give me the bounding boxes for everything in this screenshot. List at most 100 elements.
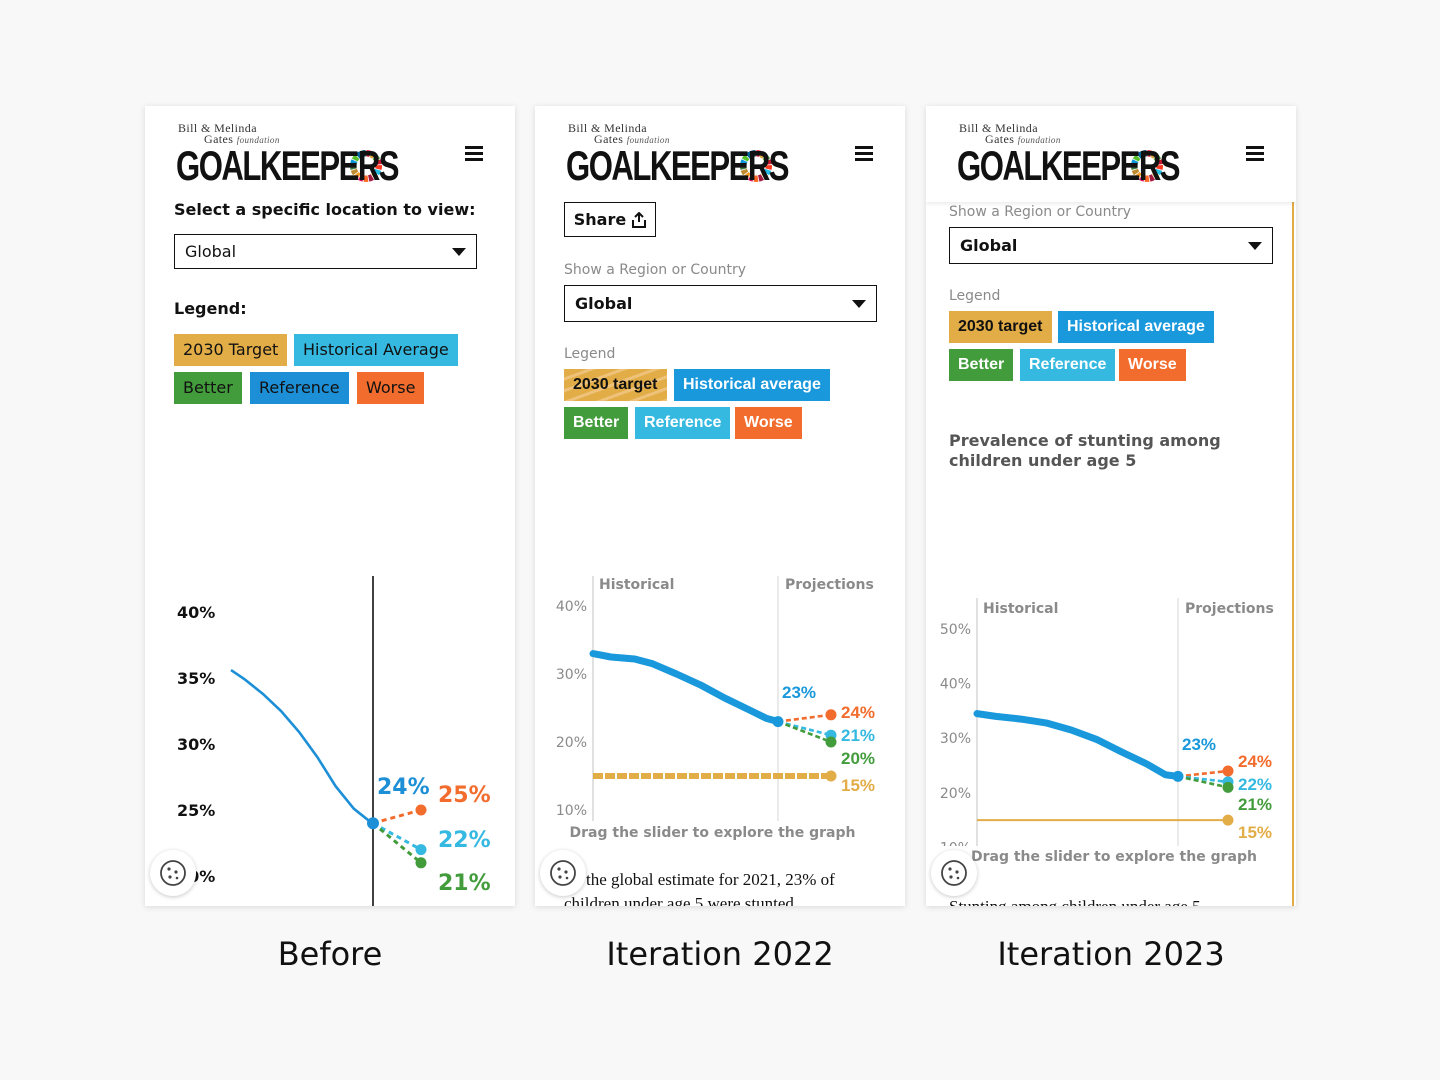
sdg-segment [747, 174, 754, 182]
better-projection-point [1222, 781, 1234, 793]
caption-iteration-2023: Iteration 2023 [997, 935, 1225, 973]
worse-value-label: 24% [1238, 752, 1272, 771]
sdg-segment [1150, 151, 1158, 159]
sdg-segment [1147, 150, 1153, 158]
sdg-segment [1131, 165, 1138, 170]
foundation-logo: Bill & Melinda Gates foundation [178, 121, 280, 146]
worse-projection-line [777, 713, 832, 723]
sdg-segment [1149, 174, 1156, 182]
target-value-label: 15% [841, 776, 875, 795]
better-projection-point [825, 736, 837, 748]
drag-hint: Drag the slider to explore the graph [971, 849, 1257, 865]
sdg-segment [1138, 174, 1145, 182]
better-value-label: 21% [438, 871, 491, 896]
sdg-segment [375, 165, 382, 170]
y-tick-label: 20% [556, 735, 587, 751]
y-tick-label: 35% [177, 669, 215, 688]
sdg-segment [350, 165, 357, 170]
target-point [825, 770, 837, 782]
goalkeepers-logo[interactable]: GOALKEEPERS [957, 142, 1181, 189]
y-tick-label: 10% [940, 840, 971, 846]
sdg-segment [363, 175, 369, 182]
stunting-chart-before: 40%35%30%25%20%15%24%25%22%21%15% [177, 576, 491, 906]
sdg-wheel-icon [740, 150, 772, 182]
historical-line [589, 650, 782, 726]
goalkeepers-logo[interactable]: GOALKEEPERS [176, 142, 400, 189]
chart-title: Prevalence of stunting among children un… [949, 431, 1221, 470]
legend-reference: Reference [635, 407, 731, 439]
body-paragraph: the global estimate for 2021, 23% of chi… [564, 870, 835, 906]
sdg-segment [350, 168, 359, 176]
stunting-chart-2023[interactable]: HistoricalProjections50%40%30%20%10%0%23… [926, 486, 1296, 846]
sdg-segment [1134, 171, 1142, 180]
iteration-2023-panel: Bill & Melinda Gates foundation GOALKEEP… [926, 106, 1296, 906]
stunting-chart-2022[interactable]: HistoricalProjections40%30%20%10%0%23%24… [535, 461, 905, 821]
worse-value-label: 25% [438, 783, 491, 808]
content-frame [926, 200, 1294, 906]
hamburger-menu-icon[interactable] [465, 146, 483, 162]
sdg-segment [758, 174, 765, 182]
legend-target: 2030 target [564, 369, 667, 401]
projections-label: Projections [1185, 601, 1274, 617]
sdg-segment [759, 151, 767, 159]
iteration-2022-panel: Bill & Melinda Gates foundation GOALKEEP… [535, 106, 905, 906]
legend-title: Legend [564, 346, 616, 362]
legend-worse: Worse [735, 407, 802, 439]
region-label: Show a Region or Country [949, 204, 1132, 220]
cookie-icon [941, 860, 967, 886]
current-value-label: 24% [377, 775, 430, 800]
sdg-segment [740, 165, 747, 170]
sdg-segment [763, 168, 772, 176]
location-prompt: Select a specific location to view: [174, 200, 476, 219]
cookie-icon [550, 860, 576, 886]
cookie-settings-button[interactable] [931, 850, 977, 896]
current-value-label: 23% [1182, 735, 1216, 754]
legend-reference: Reference [250, 372, 349, 404]
location-select[interactable]: Global [174, 234, 477, 269]
legend-worse: Worse [1119, 349, 1186, 381]
current-value-point [367, 817, 379, 830]
sdg-segment [741, 154, 750, 162]
historical-line [230, 669, 373, 825]
worse-projection-point [415, 804, 427, 816]
better-value-label: 20% [841, 749, 875, 768]
share-icon [632, 211, 647, 228]
y-tick-label: 20% [940, 786, 971, 802]
region-select[interactable]: Global [564, 285, 877, 322]
hamburger-menu-icon[interactable] [855, 146, 873, 162]
drag-hint: Drag the slider to explore the graph [569, 825, 856, 841]
sdg-segment [350, 159, 358, 165]
hamburger-menu-icon[interactable] [1246, 146, 1264, 162]
historical-line [973, 710, 1182, 780]
share-button[interactable]: Share [564, 202, 656, 237]
region-select[interactable]: Global [949, 227, 1273, 264]
y-tick-label: 30% [940, 731, 971, 747]
sdg-segment [753, 175, 759, 182]
cookie-settings-button[interactable] [150, 850, 196, 896]
goalkeepers-logo[interactable]: GOALKEEPERS [566, 142, 790, 189]
chevron-down-icon [452, 247, 466, 256]
sdg-segment [369, 151, 377, 159]
better-projection-line [1177, 775, 1229, 789]
reference-projection-point [415, 844, 427, 856]
worse-projection-point [1222, 765, 1234, 777]
sdg-segment [761, 171, 769, 180]
sdg-segment [366, 150, 372, 158]
y-tick-label: 25% [177, 801, 215, 820]
worse-value-label: 24% [841, 703, 875, 722]
sdg-segment [1141, 150, 1147, 158]
cookie-icon [160, 860, 186, 886]
sdg-segment [353, 171, 361, 180]
legend-reference: Reference [1020, 349, 1116, 381]
chevron-down-icon [852, 299, 866, 308]
legend-better: Better [949, 349, 1014, 381]
historical-label: Historical [983, 601, 1058, 617]
legend-worse: Worse [357, 372, 425, 404]
y-tick-label: 10% [556, 803, 587, 819]
sticky-header [926, 106, 1296, 202]
sdg-segment [1144, 175, 1150, 182]
sdg-wheel-icon [350, 150, 382, 182]
cookie-settings-button[interactable] [540, 850, 586, 896]
region-label: Show a Region or Country [564, 262, 747, 278]
sdg-segment [743, 171, 751, 180]
